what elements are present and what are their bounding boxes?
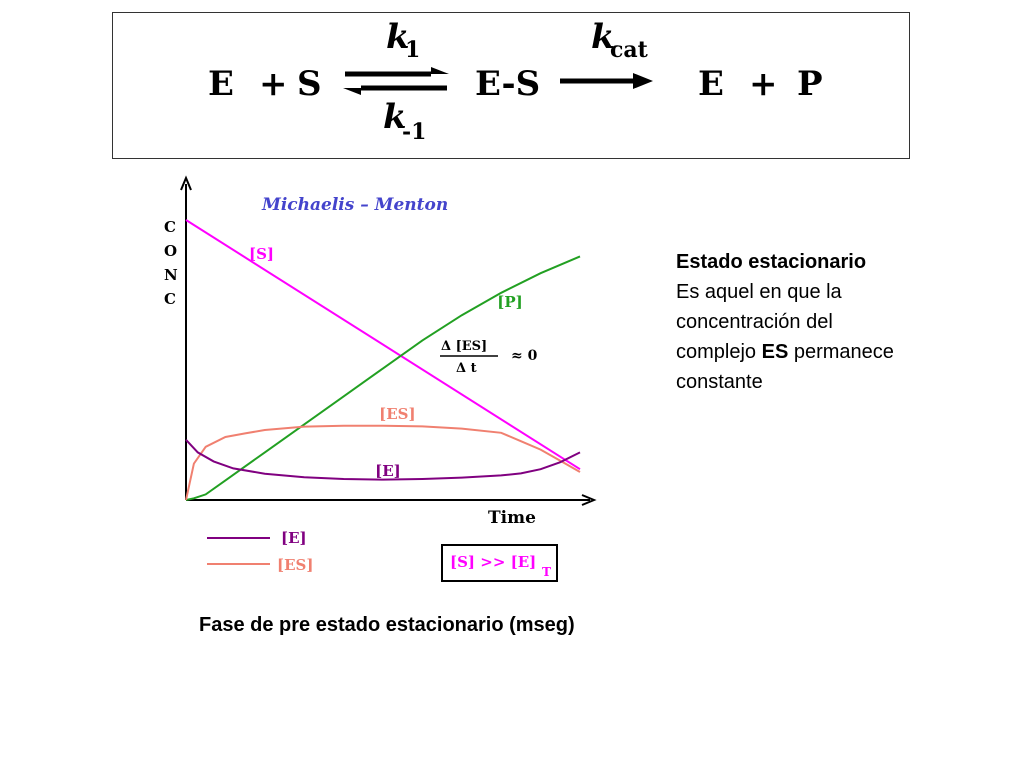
series-line-es: [185, 424, 581, 501]
steady-state-explanation: Estado estacionario Es aquel en que la c…: [676, 247, 956, 397]
reaction-scheme: E + S k 1 k -1 E-S k cat E + P: [208, 17, 823, 145]
axes: [180, 175, 597, 506]
y-axis-label-letter: N: [164, 266, 178, 284]
figure-caption: Fase de pre estado estacionario (mseg): [199, 614, 575, 636]
steady-state-title: Estado estacionario: [676, 251, 867, 273]
forward-arrow: [560, 73, 653, 89]
legend-label-es: [ES]: [277, 556, 313, 574]
k-minus-1-subscript: -1: [402, 119, 426, 145]
condition-subscript: T: [542, 565, 551, 579]
annotation-denominator: Δ t: [456, 361, 477, 376]
kcat-symbol: k: [591, 17, 615, 57]
k-minus-1-symbol: k: [383, 97, 407, 137]
steady-state-annotation: Δ [ES] Δ t ≈ 0: [440, 339, 538, 376]
reactant-substrate: S: [297, 64, 322, 104]
plus-sign-left: +: [259, 64, 288, 104]
legend: [E] [ES]: [207, 529, 313, 574]
steady-state-line-3-post: permanece: [788, 341, 894, 363]
y-axis-label-letter: C: [164, 218, 176, 236]
k1-subscript: 1: [405, 37, 420, 63]
series-labels: [S] [P] [ES] [E]: [249, 245, 523, 480]
series-label-p: [P]: [497, 293, 522, 311]
product-p: P: [797, 64, 823, 104]
steady-state-line-3-pre: complejo: [676, 341, 762, 363]
series-label-e: [E]: [375, 462, 401, 480]
reaction-equation-box: E + S k 1 k -1 E-S k cat E + P: [112, 12, 910, 159]
steady-state-line-3: complejo ES permanece: [676, 337, 956, 367]
k1-symbol: k: [386, 17, 410, 57]
steady-state-line-2: concentración del: [676, 311, 833, 333]
steady-state-line-4: constante: [676, 371, 763, 393]
condition-frame: [441, 544, 558, 582]
enzyme-substrate-complex: E-S: [475, 64, 540, 104]
series-lines: [185, 219, 581, 501]
annotation-numerator: Δ [ES]: [441, 339, 487, 354]
steady-state-line-1: Es aquel en que la: [676, 281, 842, 303]
y-axis-label-letter: C: [164, 290, 176, 308]
series-line-s: [185, 219, 581, 471]
condition-box: [S] >> [E] T: [441, 544, 558, 582]
series-line-e: [185, 439, 581, 481]
condition-text: [S] >> [E]: [450, 553, 536, 571]
legend-label-e: [E]: [281, 529, 307, 547]
reactant-enzyme: E: [208, 64, 234, 104]
plus-sign-right: +: [749, 64, 778, 104]
product-enzyme: E: [698, 64, 724, 104]
x-axis-label: Time: [488, 508, 536, 528]
y-axis-label-letter: O: [164, 242, 177, 260]
series-line-p: [185, 255, 581, 501]
kcat-subscript: cat: [610, 37, 649, 63]
chart-title: Michaelis – Menton: [261, 195, 448, 215]
annotation-relation: ≈ 0: [511, 348, 538, 364]
series-label-s: [S]: [249, 245, 274, 263]
series-label-es: [ES]: [379, 405, 415, 423]
equilibrium-arrows: [343, 67, 449, 95]
steady-state-es-term: ES: [761, 341, 789, 363]
